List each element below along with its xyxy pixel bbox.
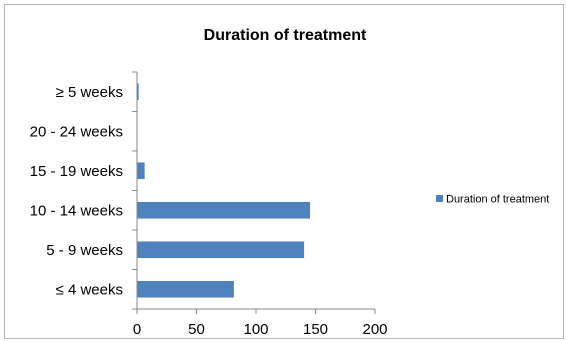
x-tick-label: 150 (303, 321, 328, 338)
bar (137, 162, 145, 180)
category-label: 20 - 24 weeks (30, 123, 123, 140)
x-tick-label: 200 (362, 321, 387, 338)
x-tick-label: 0 (133, 321, 141, 338)
legend: Duration of treatment (436, 194, 549, 206)
bars (137, 83, 311, 298)
category-labels: ≤ 4 weeks 5 - 9 weeks 10 - 14 weeks 15 - 19… (30, 84, 123, 299)
legend-label: Duration of treatment (446, 194, 549, 206)
category-label: 10 - 14 weeks (30, 202, 123, 219)
chart-title: Duration of treatment (204, 27, 367, 44)
bar (137, 201, 311, 219)
bar (137, 241, 305, 259)
category-label: 5 - 9 weeks (46, 242, 123, 259)
x-tick-labels: 0 50 100 150 200 (133, 321, 388, 338)
bar (137, 83, 139, 101)
chart-frame: Duration of treatment ≤ 4 weeks 5 - 9 wee… (4, 4, 564, 339)
x-tick-label: 100 (243, 321, 268, 338)
bar (137, 280, 234, 298)
axes (132, 71, 376, 314)
category-label: 15 - 19 weeks (30, 163, 123, 180)
bar-chart: Duration of treatment ≤ 4 weeks 5 - 9 wee… (30, 27, 550, 338)
category-label: ≤ 4 weeks (56, 281, 123, 298)
x-tick-label: 50 (188, 321, 205, 338)
legend-swatch (436, 195, 443, 202)
category-label: ≥ 5 weeks (56, 84, 123, 101)
